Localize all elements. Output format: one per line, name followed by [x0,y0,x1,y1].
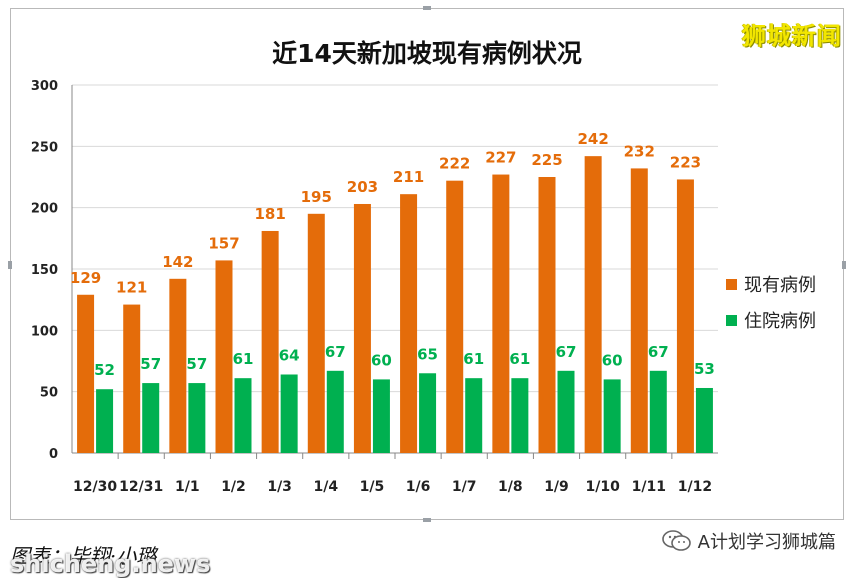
chart-title: 近14天新加坡现有病例状况 [272,39,582,68]
bar-current [261,230,279,453]
x-tick-label: 1/11 [632,479,666,495]
bar-current [123,304,141,453]
y-tick-label: 250 [31,140,58,155]
bar-current [353,203,371,453]
resize-handle-bottom[interactable] [423,518,431,522]
bar-hospitalised [188,383,206,453]
bar-hospitalised [142,383,160,453]
data-label: 242 [577,130,608,148]
bar-hospitalised [557,370,575,453]
data-label: 232 [624,142,655,160]
bar-hospitalised [603,379,621,453]
data-label: 181 [254,205,285,223]
data-label: 52 [94,361,115,379]
data-label: 227 [485,149,516,167]
bar-hospitalised [419,373,437,453]
data-label: 142 [162,253,193,271]
bar-hospitalised [234,378,252,453]
data-label: 53 [694,360,715,378]
footer-credit: 图表：毕翔·小璐 [10,544,157,568]
x-tick-label: 1/2 [221,479,246,495]
data-label: 225 [531,151,562,169]
x-tick-label: 1/1 [175,479,200,495]
brand-logo: 狮城新闻 [742,22,842,50]
bar-current [307,213,325,453]
data-label: 61 [233,350,254,368]
chart-legend: 现有病例 住院病例 [726,266,816,338]
data-label: 211 [393,168,424,186]
legend-item-hospitalised: 住院病例 [726,302,816,338]
bar-hospitalised [326,370,344,453]
data-label: 222 [439,155,470,173]
data-label: 121 [116,279,147,297]
bar-hospitalised [280,374,298,453]
data-label: 157 [208,234,239,252]
x-tick-label: 1/3 [267,479,292,495]
x-tick-label: 12/30 [73,479,117,495]
bar-current [169,278,187,453]
legend-label-current: 现有病例 [744,275,816,296]
data-label: 129 [70,269,101,287]
legend-label-hospitalised: 住院病例 [744,311,816,332]
wechat-icon [661,530,692,552]
data-label: 67 [648,343,669,361]
y-tick-label: 100 [31,324,58,339]
x-tick-label: 1/5 [360,479,385,495]
data-label: 60 [371,351,392,369]
resize-handle-left[interactable] [8,261,12,269]
bar-current [77,294,95,453]
bar-current [215,260,233,453]
x-tick-label: 1/9 [544,479,569,495]
data-label: 60 [602,351,623,369]
x-tick-label: 1/8 [498,479,523,495]
account-name: A计划学习狮城篇 [697,532,836,553]
y-tick-label: 150 [31,263,58,278]
x-tick-label: 1/4 [313,479,338,495]
footer-account[interactable]: A计划学习狮城篇 [661,528,836,554]
data-label: 57 [140,355,161,373]
resize-handle-top[interactable] [423,6,431,10]
x-tick-label: 1/7 [452,479,477,495]
data-label: 67 [325,343,346,361]
x-tick-label: 1/6 [406,479,431,495]
x-tick-label: 1/10 [585,479,620,495]
legend-swatch-hospitalised [726,314,737,326]
data-label: 65 [417,345,438,363]
bar-current [584,156,602,453]
legend-item-current: 现有病例 [726,266,816,302]
x-tick-label: 1/12 [678,479,712,495]
data-label: 203 [347,178,378,196]
data-label: 67 [556,343,577,361]
bar-hospitalised [372,379,390,453]
bar-current [538,177,556,453]
y-tick-label: 0 [49,447,58,462]
resize-handle-right[interactable] [842,261,846,269]
bar-hospitalised [96,389,114,453]
data-label: 64 [279,346,300,364]
legend-swatch-current [726,278,737,290]
y-tick-label: 200 [31,202,58,217]
bar-hospitalised [649,370,667,453]
bar-current [492,174,510,453]
bar-current [630,168,648,453]
y-tick-label: 50 [40,386,58,401]
data-label: 195 [301,188,332,206]
y-tick-label: 300 [31,79,58,94]
bar-current [446,180,464,453]
bar-hospitalised [465,378,483,453]
site-watermark: shicheng.news [10,550,211,578]
data-label: 223 [670,153,701,171]
data-label: 61 [509,350,530,368]
bar-hospitalised [695,387,713,453]
bar-current [676,179,694,453]
bar-hospitalised [511,378,529,453]
data-label: 61 [463,350,484,368]
bar-current [400,194,418,453]
x-tick-label: 12/31 [119,479,163,495]
data-label: 57 [186,355,207,373]
